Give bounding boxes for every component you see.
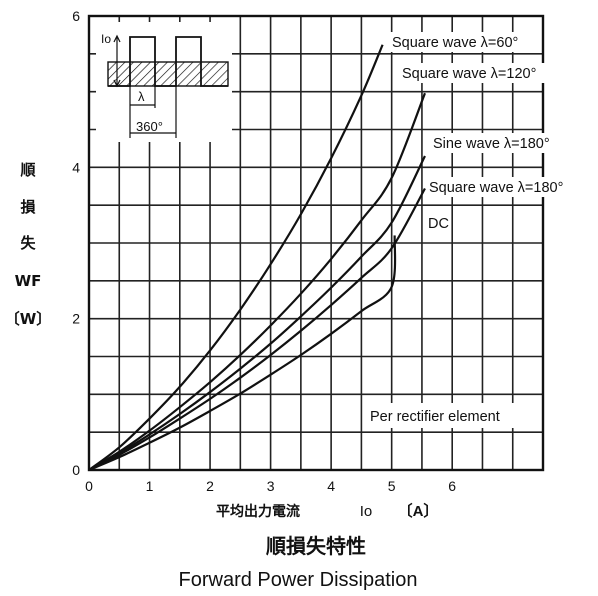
per-rectifier-annotation: Per rectifier element [370, 409, 500, 425]
series-label-bg [426, 177, 579, 197]
ylabel-char-3: 失 [20, 234, 36, 252]
series-label: Sine wave λ=180° [433, 136, 550, 152]
inset-io-label: Io [101, 32, 111, 46]
series-label: Square wave λ=60° [392, 35, 518, 51]
x-tick-label: 3 [267, 478, 275, 494]
x-tick-label: 4 [327, 478, 335, 494]
waveform-inset: Io λ 360° [96, 22, 232, 142]
series-label: DC [428, 216, 449, 232]
series-sine-180 [88, 155, 426, 471]
x-tick-label: 2 [206, 478, 214, 494]
x-tick-label: 5 [388, 478, 396, 494]
series-labels: Square wave λ=60° Square wave λ=120° Sine … [389, 32, 579, 233]
chart-title-jp: 順損失特性 [266, 534, 366, 558]
xlabel-symbol: Io [360, 503, 373, 520]
ylabel-unit: 〔W〕 [5, 310, 52, 328]
series-dc [88, 235, 397, 472]
average-current-band [107, 61, 229, 87]
series-label-bg [425, 213, 449, 233]
tick-labels: 0 1 2 3 4 5 6 0 2 4 6 [72, 8, 456, 494]
inset-lambda-label: λ [138, 89, 145, 104]
pulse-waveform [108, 36, 228, 87]
series-square-120 [88, 92, 426, 471]
y-tick-label: 4 [72, 159, 80, 175]
xlabel-unit: 〔A〕 [398, 502, 439, 520]
ylabel-char-2: 損 [20, 198, 36, 216]
io-arrowhead-top [113, 34, 121, 43]
series-square-180 [88, 187, 426, 471]
xlabel-jp: 平均出力電流 [216, 503, 300, 520]
series-square-60 [88, 44, 384, 471]
series-label-bg [399, 63, 552, 83]
x-tick-label: 0 [85, 478, 93, 494]
series-label: Square wave λ=180° [429, 180, 563, 196]
ylabel-char-1: 順 [19, 161, 36, 179]
inset-period-label: 360° [136, 119, 163, 134]
x-tick-label: 1 [146, 478, 154, 494]
ylabel-symbol: WF [15, 272, 42, 290]
series-label: Square wave λ=120° [402, 66, 536, 82]
y-tick-label: 0 [72, 462, 80, 478]
series-label-bg [389, 32, 534, 52]
x-tick-label: 6 [448, 478, 456, 494]
curves-layer [88, 44, 426, 472]
y-tick-label: 6 [72, 8, 80, 24]
plot-frame [87, 14, 545, 472]
y-tick-label: 2 [72, 311, 80, 327]
series-label-bg [430, 133, 568, 153]
chart-title-en: Forward Power Dissipation [179, 569, 418, 591]
io-arrowhead [113, 79, 121, 88]
